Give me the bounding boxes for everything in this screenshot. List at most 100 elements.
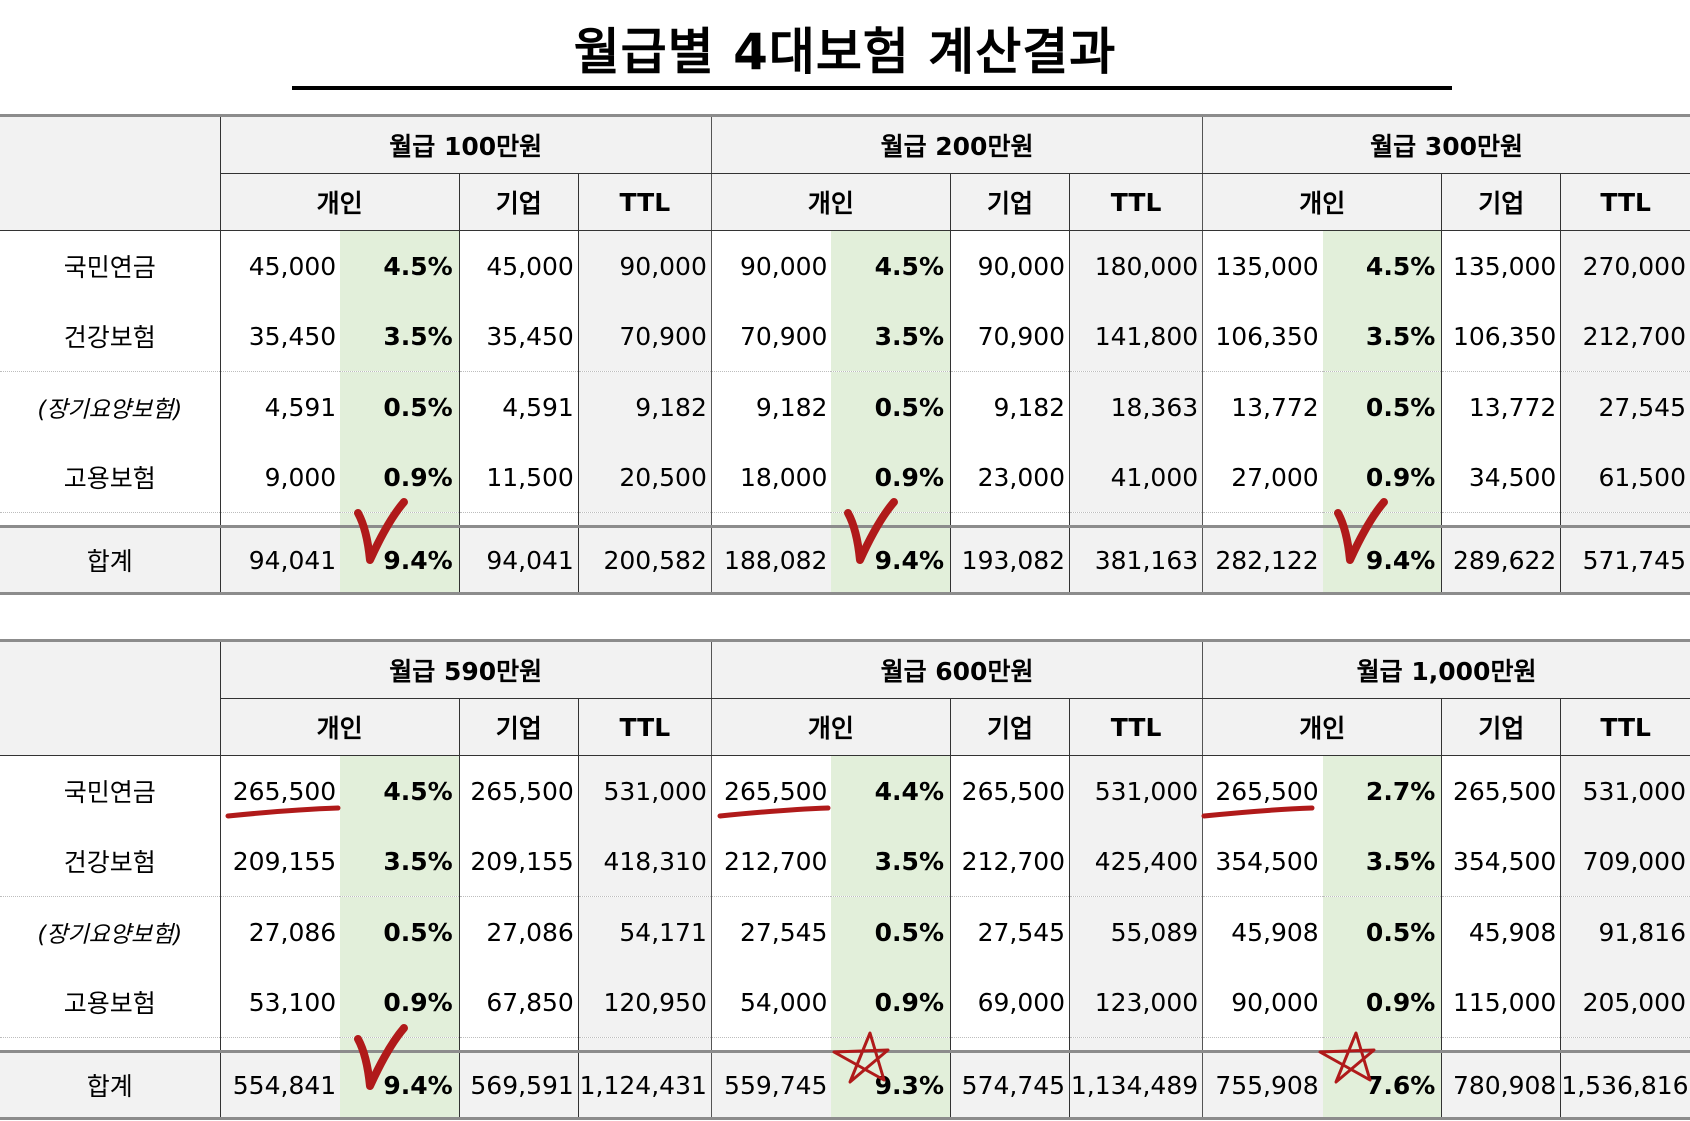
total-amount: 709,000 [1560,826,1690,897]
total-amount: 70,900 [577,301,712,372]
spacer-cell [710,1037,832,1053]
company-amount: 9,182 [949,371,1070,442]
company-amount: 67,850 [458,967,579,1038]
company-amount: 23,000 [949,442,1070,513]
company-amount: 34,500 [1441,442,1561,513]
spacer-cell [1202,1037,1323,1053]
individual-rate: 0.9% [1322,967,1442,1038]
company-amount: 45,000 [458,230,579,301]
spacer-cell [1069,512,1203,528]
column-header-row: 개인 기업 TTL 개인 기업 TTL 개인 기업 TTL [0,698,1690,756]
spacer-cell [340,1037,460,1053]
total-row: 합계 554,841 9.4% 569,591 1,124,431 559,745 9.3%… [0,1051,1690,1120]
company-header: 기업 [1441,698,1561,756]
individual-rate: 3.5% [1322,826,1442,897]
spacer-cell [949,1037,1070,1053]
table-row: 건강보험 35,450 3.5% 35,450 70,900 70,900 3.5% 70,9… [0,301,1690,372]
spacer-cell [577,512,712,528]
insurance-table: 월급 590만원 월급 600만원 월급 1,000만원 개인 기업 TTL 개인 기업 TTL… [0,639,1690,1120]
spacer-cell [340,512,460,528]
total-individual-rate: 7.6% [1322,1051,1442,1120]
company-header: 기업 [949,173,1070,231]
individual-rate: 2.7% [1322,755,1442,826]
total-individual-rate: 9.4% [340,526,460,595]
individual-rate: 3.5% [340,826,460,897]
total-amount: 27,545 [1560,371,1690,442]
total-amount: 270,000 [1560,230,1690,301]
total-individual-amount: 94,041 [219,526,341,595]
spacer-cell [0,1037,221,1053]
total-company-amount: 94,041 [458,526,579,595]
salary-group-header: 월급 300만원 [1202,114,1690,174]
individual-amount: 27,545 [710,896,832,967]
spacer-cell [710,512,832,528]
total-label: 합계 [0,526,221,595]
ttl-header: TTL [1560,173,1690,231]
spacer-cell [1441,1037,1561,1053]
total-amount: 425,400 [1069,826,1203,897]
spacer-cell [0,512,221,528]
individual-amount: 54,000 [710,967,832,1038]
total-company-amount: 289,622 [1441,526,1561,595]
company-amount: 13,772 [1441,371,1561,442]
total-amount: 418,310 [577,826,712,897]
company-amount: 265,500 [949,755,1070,826]
spacer-cell [1322,1037,1442,1053]
individual-amount: 265,500 [1202,755,1323,826]
ttl-header: TTL [1069,698,1203,756]
spacer-cell [458,512,579,528]
total-amount: 41,000 [1069,442,1203,513]
row-label: 국민연금 [63,778,156,807]
spacer-row [0,512,1690,528]
individual-amount: 90,000 [1202,967,1323,1038]
individual-amount: 265,500 [219,755,341,826]
ttl-header: TTL [577,173,712,231]
individual-rate: 4.5% [1322,230,1442,301]
header-row: 월급 590만원 월급 600만원 월급 1,000만원 [0,639,1690,756]
spacer-cell [1322,512,1442,528]
individual-amount: 70,900 [710,301,832,372]
table-row: (장기요양보험) 27,086 0.5% 27,086 54,171 27,545 0.5%… [0,896,1690,967]
total-row: 합계 94,041 9.4% 94,041 200,582 188,082 9.4% 193,… [0,526,1690,595]
total-individual-rate: 9.3% [831,1051,951,1120]
ttl-header: TTL [577,698,712,756]
total-amount: 61,500 [1560,442,1690,513]
table-block-2: 월급 590만원 월급 600만원 월급 1,000만원 개인 기업 TTL 개인 기업 TTL… [0,639,1690,1120]
total-individual-amount: 282,122 [1202,526,1323,595]
company-amount: 135,000 [1441,230,1561,301]
total-amount: 9,182 [577,371,712,442]
total-amount: 120,950 [577,967,712,1038]
spacer-row [0,1037,1690,1053]
total-amount: 205,000 [1560,967,1690,1038]
salary-group-header: 월급 200만원 [710,114,1203,174]
total-company-amount: 574,745 [949,1051,1070,1120]
table-row: (장기요양보험) 4,591 0.5% 4,591 9,182 9,182 0.5% 9,18… [0,371,1690,442]
total-amount: 91,816 [1560,896,1690,967]
spacer-cell [1069,1037,1203,1053]
spacer-cell [949,512,1070,528]
individual-amount: 18,000 [710,442,832,513]
table-row: 고용보험 53,100 0.9% 67,850 120,950 54,000 0.9% 69,… [0,967,1690,1038]
individual-amount: 27,086 [219,896,341,967]
ttl-header: TTL [1560,698,1690,756]
total-company-amount: 193,082 [949,526,1070,595]
company-header: 기업 [1441,173,1561,231]
total-amount: 531,000 [1069,755,1203,826]
row-label: 국민연금 [63,253,156,282]
spacer-cell [1202,512,1323,528]
column-header-row: 개인 기업 TTL 개인 기업 TTL 개인 기업 TTL [0,173,1690,231]
individual-amount: 135,000 [1202,230,1323,301]
header-corner-cell [0,639,221,756]
individual-amount: 265,500 [710,755,832,826]
company-amount: 69,000 [949,967,1070,1038]
total-individual-amount: 755,908 [1202,1051,1323,1120]
total-amount: 20,500 [577,442,712,513]
company-header: 기업 [458,173,579,231]
individual-amount: 9,182 [710,371,832,442]
individual-amount: 90,000 [710,230,832,301]
individual-rate: 0.9% [831,967,951,1038]
salary-group-header: 월급 100만원 [219,114,712,174]
total-company-amount: 780,908 [1441,1051,1561,1120]
row-label: 고용보험 [0,442,221,513]
individual-amount: 106,350 [1202,301,1323,372]
